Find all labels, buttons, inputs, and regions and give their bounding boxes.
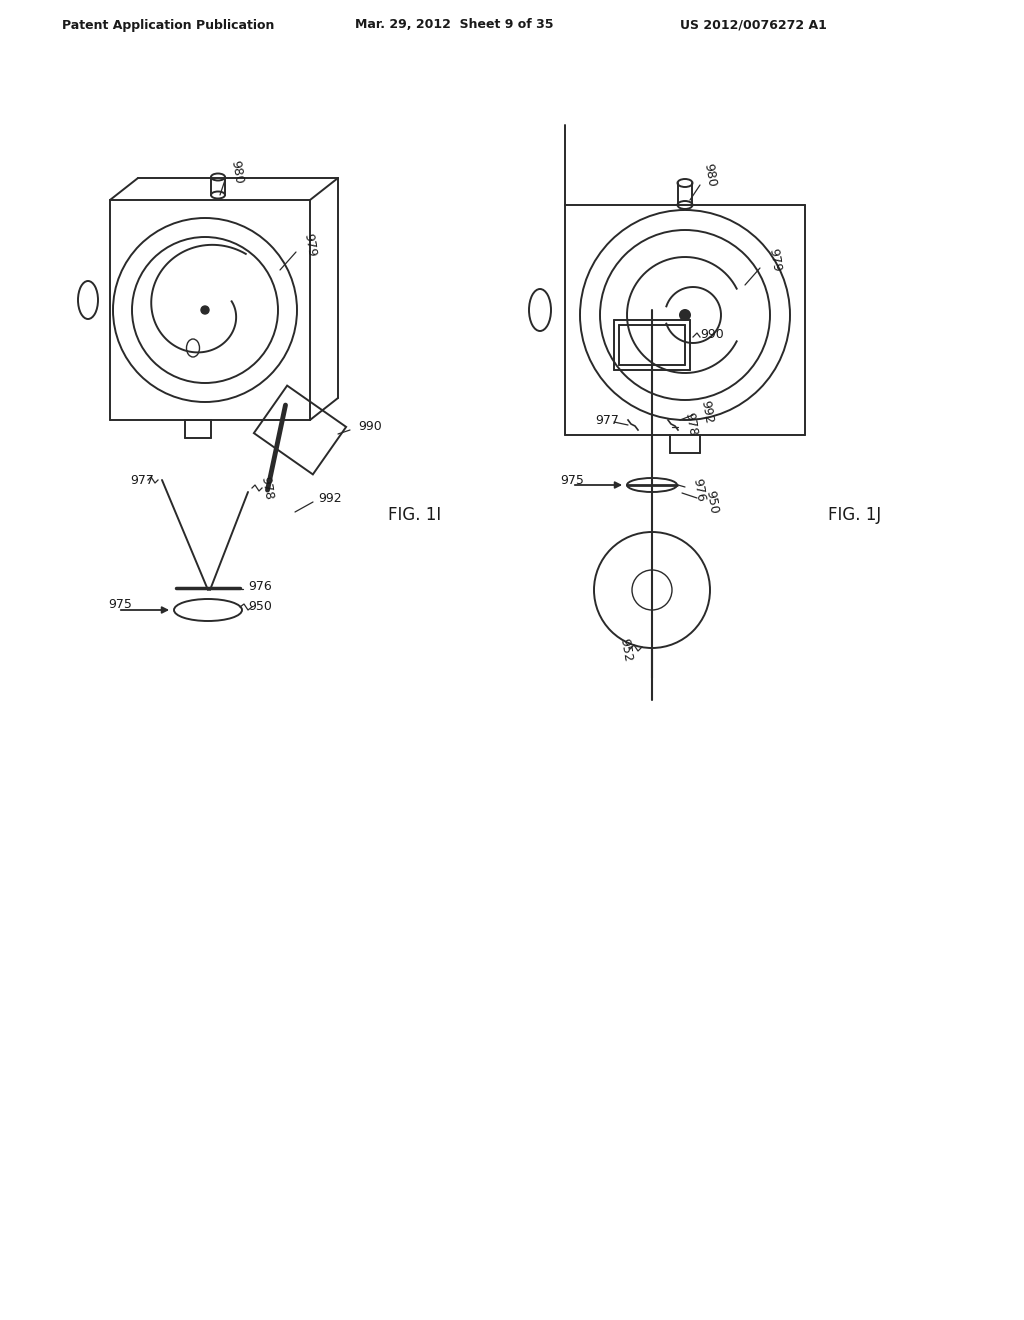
Circle shape [201, 306, 209, 314]
Text: Patent Application Publication: Patent Application Publication [62, 18, 274, 32]
Text: 977: 977 [595, 413, 618, 426]
Text: 992: 992 [698, 399, 715, 425]
Text: 976: 976 [690, 477, 707, 503]
Text: 950: 950 [703, 490, 720, 515]
Text: 990: 990 [358, 421, 382, 433]
Text: 978: 978 [682, 411, 699, 437]
Text: 980: 980 [701, 162, 719, 187]
Text: 975: 975 [560, 474, 584, 487]
Text: 977: 977 [130, 474, 154, 487]
Text: FIG. 1I: FIG. 1I [388, 506, 441, 524]
Text: 990: 990 [700, 329, 724, 342]
Text: FIG. 1J: FIG. 1J [828, 506, 882, 524]
Text: 980: 980 [228, 160, 246, 185]
Circle shape [679, 309, 691, 321]
Text: 952: 952 [617, 638, 634, 663]
Text: US 2012/0076272 A1: US 2012/0076272 A1 [680, 18, 826, 32]
Text: 979: 979 [767, 247, 783, 273]
Text: 979: 979 [301, 232, 318, 257]
Text: 975: 975 [108, 598, 132, 611]
Text: 992: 992 [318, 491, 342, 504]
Text: 950: 950 [248, 601, 272, 614]
Text: 976: 976 [248, 581, 271, 594]
Text: Mar. 29, 2012  Sheet 9 of 35: Mar. 29, 2012 Sheet 9 of 35 [355, 18, 554, 32]
Text: 978: 978 [258, 475, 275, 500]
